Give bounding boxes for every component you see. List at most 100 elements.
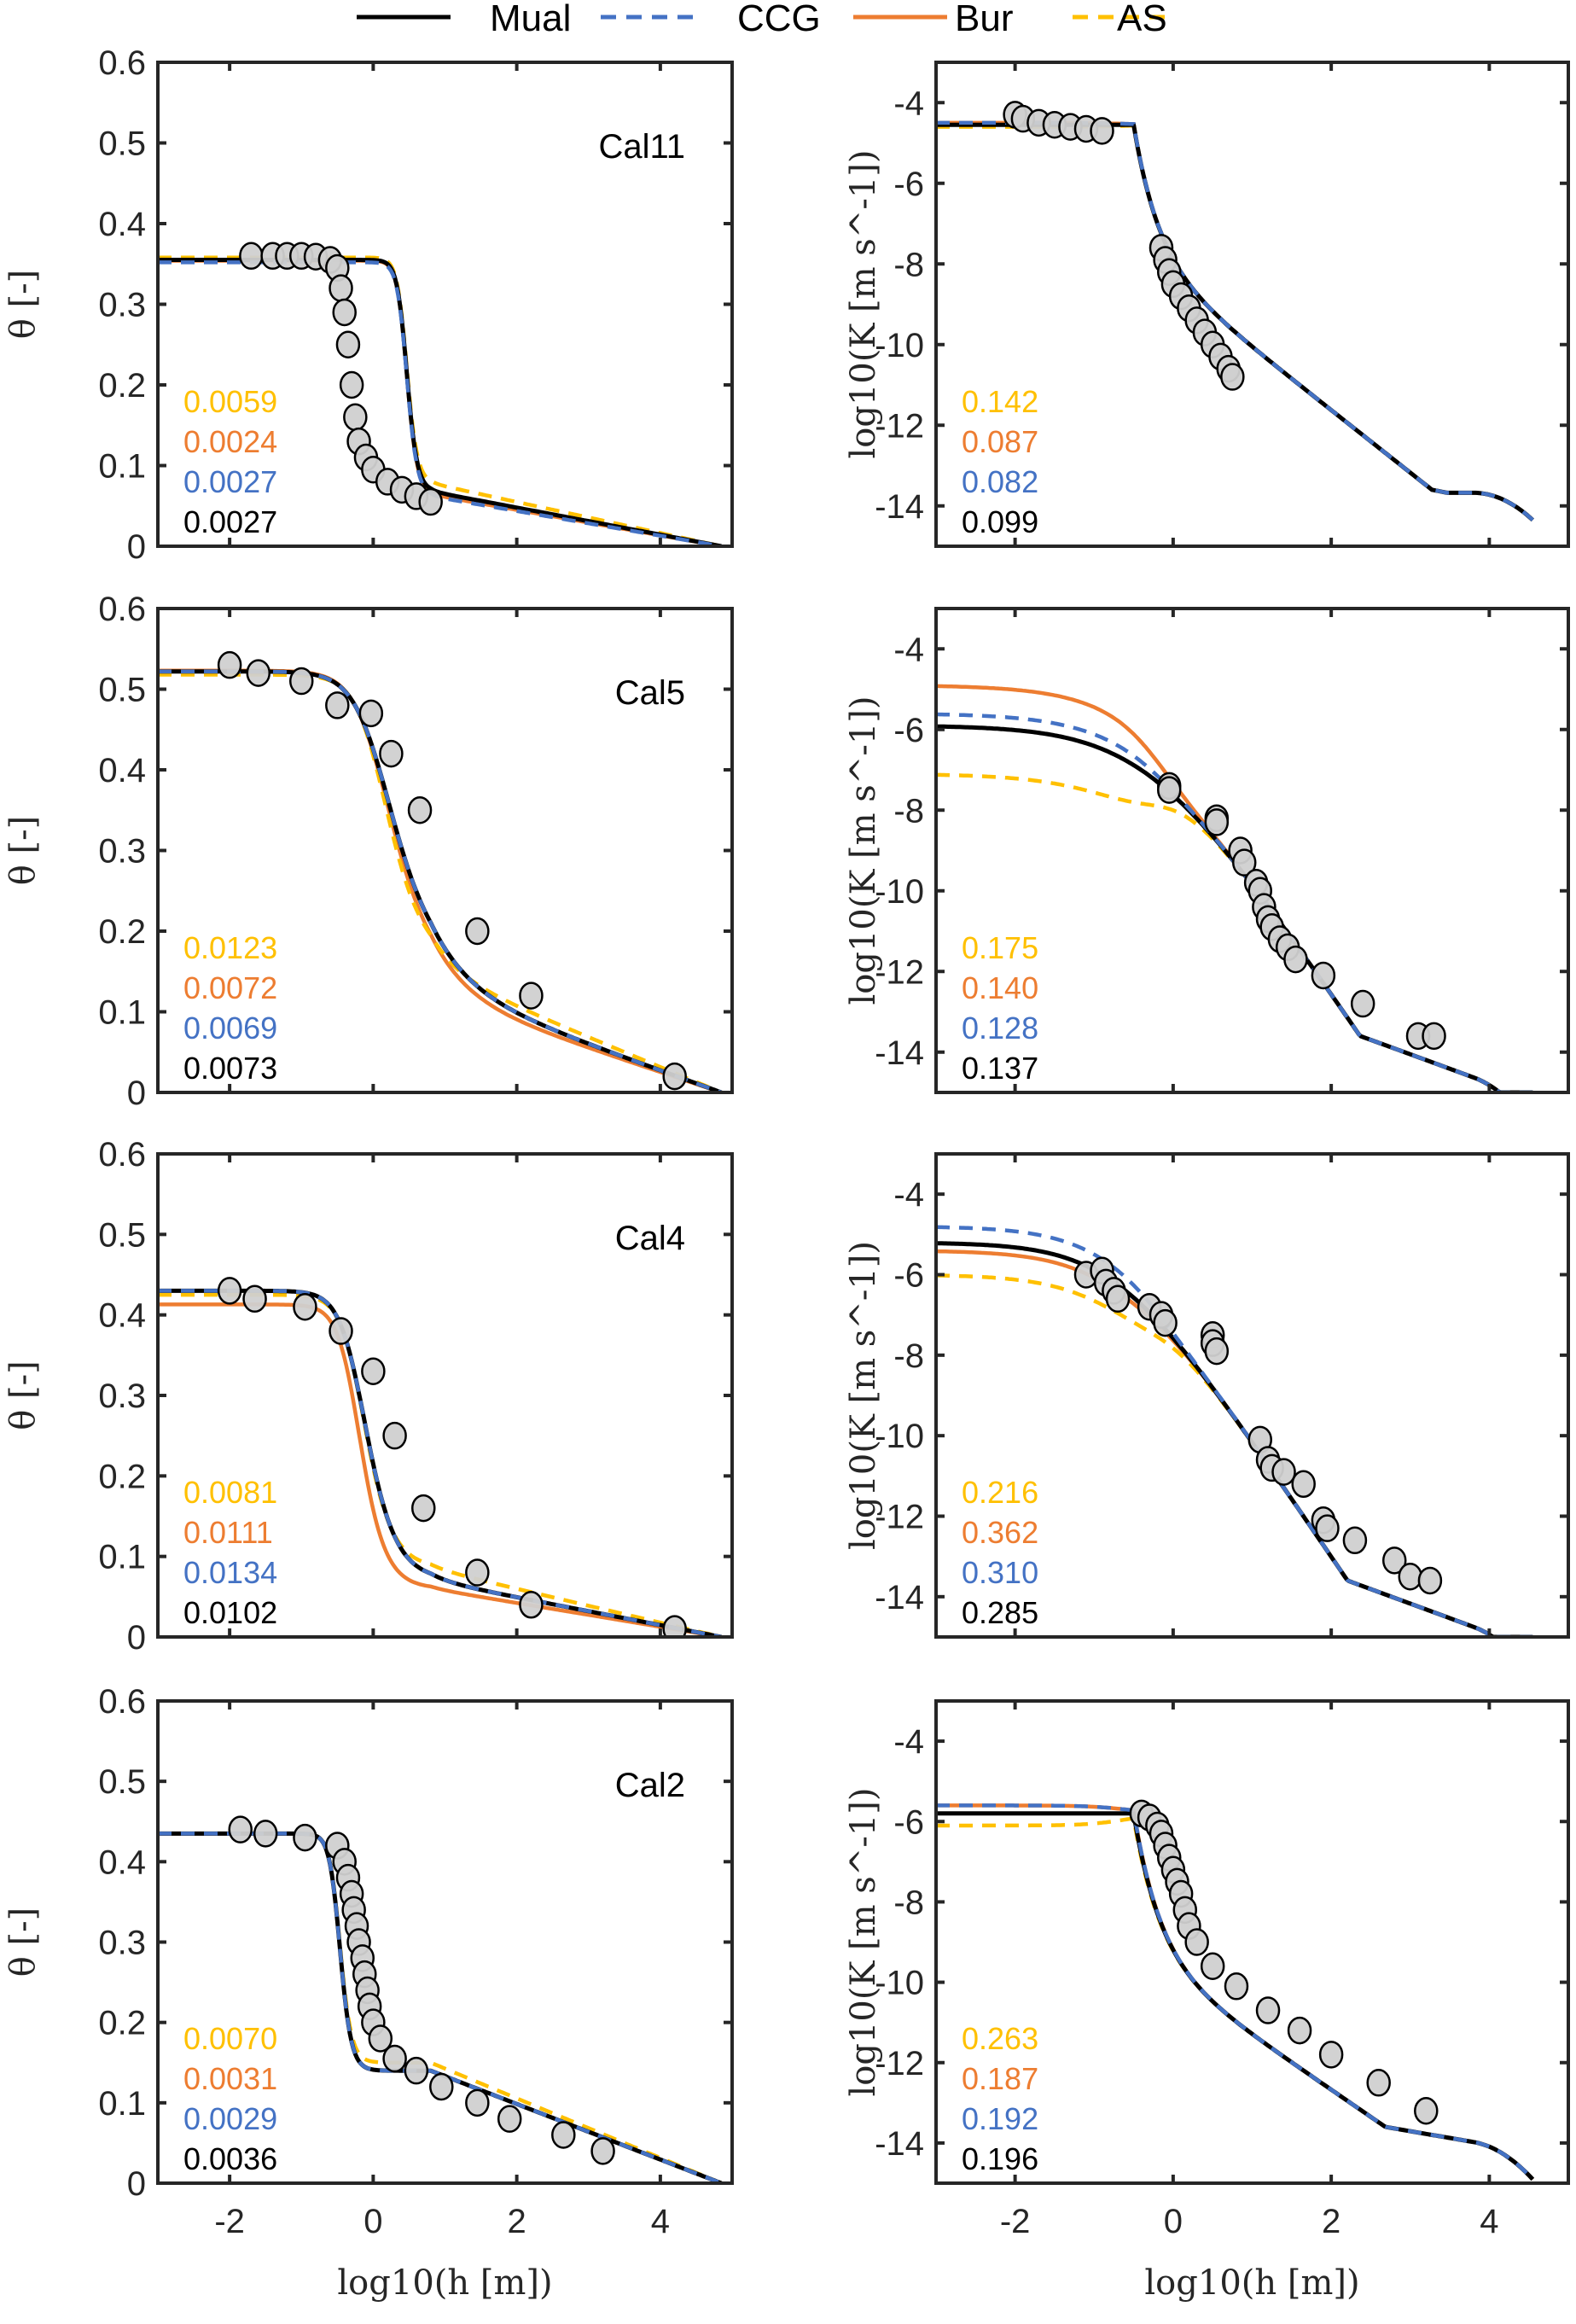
observation-point <box>1366 2069 1391 2097</box>
observation-point <box>1422 1022 1446 1051</box>
plot-content <box>936 1799 1535 2181</box>
metric-bur: 0.0031 <box>183 2061 277 2096</box>
axes-box <box>934 607 1570 1094</box>
observation-point <box>1315 1514 1340 1542</box>
y-tick-label: 0.1 <box>98 448 146 486</box>
y-tick-label: -6 <box>893 166 924 203</box>
axes-box <box>934 1699 1570 2185</box>
observation-point <box>662 1062 687 1091</box>
y-tick-label: 0.6 <box>98 1136 146 1174</box>
y-tick-label: -6 <box>893 712 924 749</box>
y-tick-label: -10 <box>875 327 924 364</box>
y-tick-label: 0.2 <box>98 913 146 951</box>
metric-bur: 0.0024 <box>183 424 277 459</box>
plot-content <box>158 1815 723 2183</box>
x-axis-label: log10(h [m]) <box>1144 2263 1359 2303</box>
observation-point <box>1318 2041 1344 2069</box>
y-axis-label: θ [-] <box>3 1908 43 1977</box>
metric-bur: 0.0072 <box>183 970 277 1005</box>
metric-as: 0.0059 <box>183 384 277 419</box>
plot-area <box>158 1154 732 1637</box>
x-tick-label: -2 <box>1000 2203 1031 2240</box>
y-tick-label: -14 <box>875 1579 924 1616</box>
observation-point <box>411 1494 436 1523</box>
observation-point <box>239 242 264 271</box>
observation-point <box>368 2024 393 2053</box>
observation-point <box>228 1815 253 1843</box>
plot-area <box>158 609 732 1092</box>
observation-point <box>404 2056 429 2085</box>
y-tick-label: 0.3 <box>98 287 146 324</box>
observation-point <box>379 739 404 768</box>
y-tick-label: -10 <box>875 1418 924 1455</box>
metric-mual: 0.0102 <box>183 1595 277 1630</box>
y-tick-label: -10 <box>875 1965 924 2002</box>
metric-bur: 0.140 <box>962 970 1038 1005</box>
observation-point <box>382 1421 407 1450</box>
y-tick-label: -4 <box>893 1176 924 1214</box>
y-tick-label: -14 <box>875 2125 924 2163</box>
metric-ccg: 0.0069 <box>183 1011 277 1046</box>
observation-point <box>329 1317 353 1345</box>
observation-point <box>1417 1566 1443 1595</box>
observation-point <box>332 298 357 327</box>
y-tick-label: -12 <box>875 953 924 991</box>
y-tick-label: 0.3 <box>98 1925 146 1962</box>
metric-as: 0.142 <box>962 384 1038 419</box>
observation-point <box>407 796 433 824</box>
y-tick-label: 0.5 <box>98 1763 146 1801</box>
observation-point <box>1184 1928 1209 1956</box>
plot-area <box>936 1701 1568 2183</box>
observation-point <box>361 1357 386 1385</box>
observation-point <box>1156 776 1182 804</box>
observation-point <box>246 659 271 687</box>
sample-label: Cal4 <box>615 1220 685 1257</box>
observation-point <box>465 1558 490 1587</box>
legend: Mual CCG Bur AS <box>357 0 1167 39</box>
observation-point <box>293 1823 317 1852</box>
y-axis-label: log10(K [m s^-1]) <box>844 696 883 1005</box>
observation-point <box>1271 1458 1296 1486</box>
metric-mual: 0.137 <box>962 1051 1038 1086</box>
plot-area <box>936 62 1568 546</box>
observation-point <box>590 2137 615 2165</box>
observation-point <box>519 981 544 1010</box>
series-line-ccg <box>936 1803 1534 2181</box>
y-tick-label: 0 <box>127 1075 146 1112</box>
observation-point <box>335 330 361 358</box>
metric-bur: 0.362 <box>962 1515 1038 1550</box>
legend-entry-bur: Bur <box>853 0 1013 39</box>
y-tick-label: -6 <box>893 1257 924 1295</box>
observation-point <box>1204 1337 1230 1366</box>
legend-entry-ccg: CCG <box>601 0 821 39</box>
axes-box <box>934 61 1570 548</box>
panel-cal11-k: -14 -12 -10 -8 -6 -4 log10(K [m s^-1]) 0.142 0.0… <box>844 61 1570 548</box>
y-tick-label: 0.3 <box>98 1378 146 1415</box>
y-tick-label: 0.1 <box>98 2085 146 2123</box>
plot-content <box>936 1225 1533 1637</box>
x-tick-label: 2 <box>1322 2203 1340 2240</box>
y-tick-label: -12 <box>875 407 924 445</box>
observation-point <box>1090 117 1114 145</box>
observation-point <box>551 2121 576 2149</box>
x-tick-label: 0 <box>1164 2203 1183 2240</box>
panel-cal2-k: -2 0 2 4 -14 -12 -10 -8 -6 -4 log10(K [m s^-1]) log… <box>844 1699 1570 2303</box>
series-line-as <box>936 772 1533 1092</box>
y-axis-label: log10(K [m s^-1]) <box>844 149 883 458</box>
y-tick-label: -8 <box>893 1337 924 1375</box>
plot-content <box>158 650 723 1092</box>
y-axis-label: θ [-] <box>3 1360 43 1430</box>
observation-point <box>1153 1308 1178 1337</box>
observation-point <box>217 650 242 679</box>
observation-point <box>497 2105 522 2133</box>
panel-cal11-theta: 0 0.1 0.2 0.3 0.4 0.5 0.6 θ [-] Cal11 0.0059 0.002… <box>3 44 734 566</box>
metric-ccg: 0.0027 <box>183 464 277 499</box>
metric-as: 0.216 <box>962 1475 1038 1510</box>
plot-area <box>158 62 732 546</box>
y-tick-label: 0.4 <box>98 752 146 789</box>
metric-as: 0.0081 <box>183 1475 277 1510</box>
observation-point <box>1200 1952 1225 1980</box>
observation-point <box>429 2072 454 2101</box>
y-tick-label: 0 <box>127 2165 146 2203</box>
